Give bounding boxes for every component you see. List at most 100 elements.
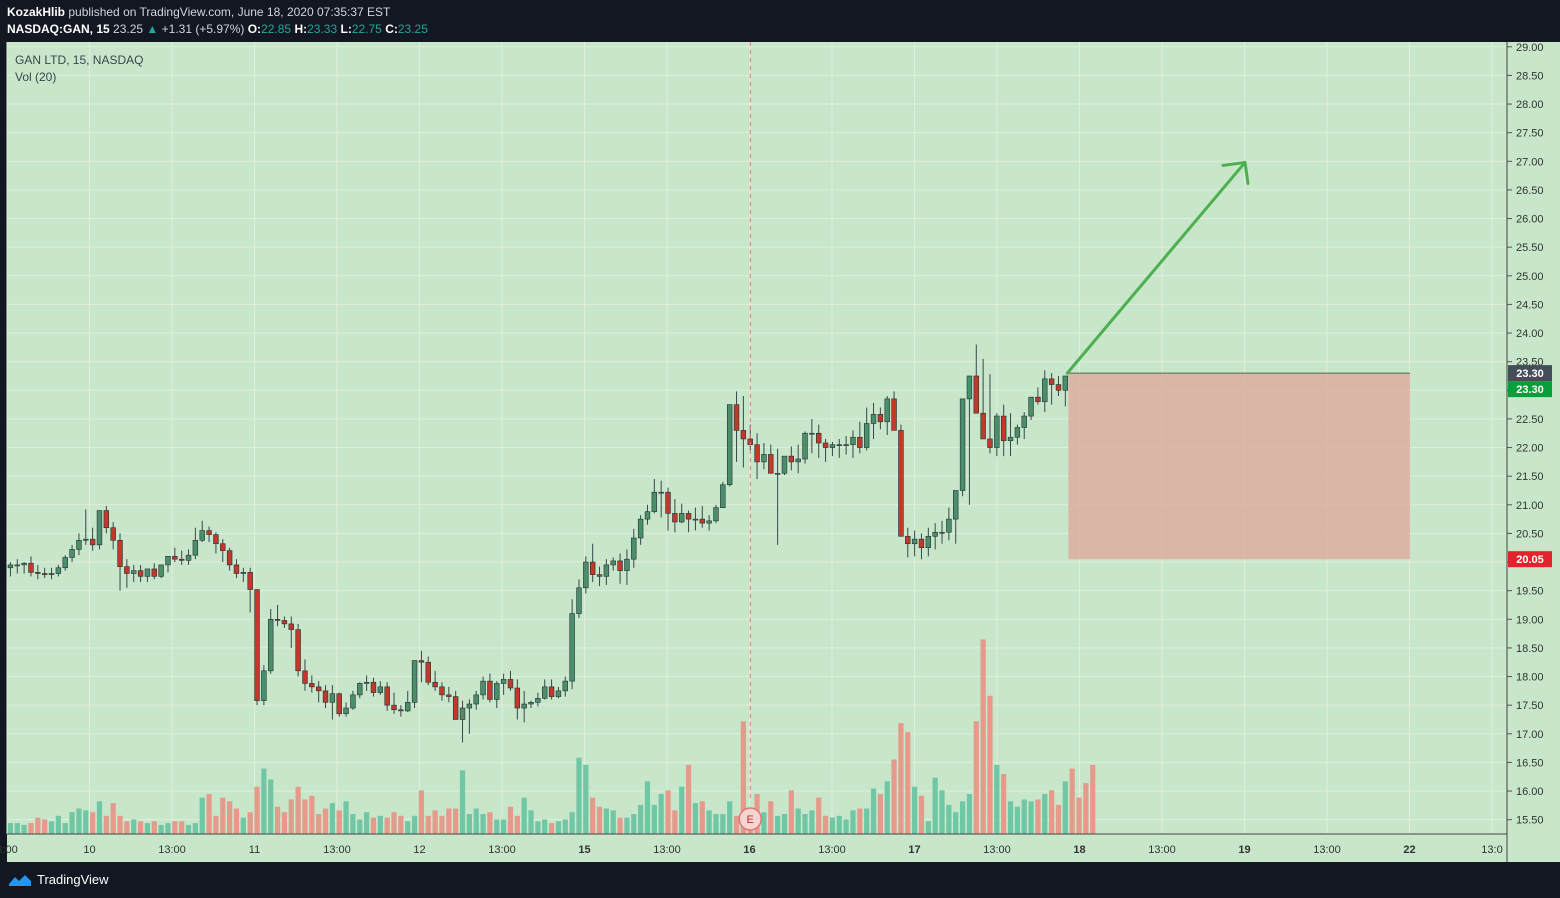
- candle: [391, 692, 397, 714]
- volume-bar: [398, 815, 404, 834]
- price-axis[interactable]: 15.50 16.00 16.50 17.00 17.50 18.00 18.50 19.00…: [1506, 42, 1552, 862]
- publish-header: KozakHlib published on TradingView.com, …: [0, 0, 1560, 42]
- candle-body: [357, 683, 363, 696]
- candle-body: [966, 375, 973, 400]
- volume-bar: [288, 799, 294, 834]
- candle-body: [206, 530, 212, 535]
- candle-body: [110, 527, 116, 541]
- candle: [617, 553, 623, 584]
- volume-bar: [583, 764, 589, 834]
- volume-bars: [7, 639, 1096, 834]
- candle: [726, 404, 733, 487]
- candle-body: [41, 573, 48, 575]
- candle: [41, 567, 48, 579]
- candle: [418, 650, 425, 683]
- volume-bar: [473, 808, 479, 834]
- candle-body: [953, 490, 959, 520]
- time-tick-label: 18: [1073, 844, 1085, 856]
- time-tick-label: 12: [413, 844, 425, 856]
- candle: [528, 700, 534, 709]
- candle: [110, 521, 116, 550]
- candle: [542, 679, 548, 700]
- target-arrow-head: [1221, 160, 1250, 185]
- candle-body: [918, 538, 925, 549]
- candle-body: [432, 681, 438, 688]
- candle: [89, 527, 96, 551]
- volume-bar: [1076, 797, 1082, 834]
- volume-bar: [302, 799, 308, 834]
- candle: [329, 685, 336, 720]
- volume-bar: [953, 812, 959, 834]
- author-name[interactable]: KozakHlib: [7, 5, 66, 19]
- candle-body: [637, 518, 644, 539]
- chart-container[interactable]: E 15.50 16.00 16.50 17.00 17.50 18.00 18.50 19.…: [0, 42, 1560, 862]
- time-tick-label: 13:00: [1148, 844, 1176, 856]
- candle-body: [589, 561, 596, 575]
- volume-bar: [651, 804, 657, 834]
- candle: [836, 438, 842, 458]
- candle-body: [672, 513, 678, 523]
- volume-bar: [295, 786, 301, 834]
- candle-body: [418, 660, 425, 663]
- quote-line: NASDAQ:GAN, 15 23.25 ▲ +1.31 (+5.97%) O:…: [7, 22, 428, 36]
- candle-body: [644, 511, 651, 520]
- candle-body: [165, 556, 171, 566]
- candle-body: [576, 587, 582, 614]
- earnings-marker: [738, 807, 762, 831]
- candle: [795, 444, 801, 474]
- candle-body: [720, 484, 726, 508]
- volume-bar: [590, 797, 596, 834]
- candle: [699, 505, 705, 528]
- candle-body: [870, 414, 877, 424]
- volume-bar: [158, 824, 164, 834]
- candle: [788, 446, 795, 471]
- candle-body: [240, 572, 247, 574]
- volume-bar: [1062, 781, 1068, 834]
- volume-bar: [1035, 799, 1041, 834]
- candle-body: [740, 430, 747, 440]
- volume-bar: [48, 821, 55, 834]
- candle-body: [699, 518, 705, 524]
- target-arrow-shaft: [1065, 160, 1247, 375]
- candle: [884, 396, 890, 435]
- volume-bar: [110, 803, 116, 834]
- candle: [987, 374, 993, 454]
- candle: [713, 504, 719, 524]
- candle: [439, 682, 445, 701]
- volume-bar: [1069, 768, 1075, 834]
- candle: [213, 532, 219, 554]
- volume-bar: [487, 812, 493, 834]
- volume-bar: [631, 814, 637, 834]
- drawings[interactable]: E: [738, 42, 1250, 831]
- candle-body: [1048, 378, 1055, 385]
- candle: [446, 686, 452, 703]
- volume-bar: [131, 819, 137, 834]
- volume-bar: [309, 795, 315, 834]
- candle: [206, 526, 212, 543]
- price-tick-label: 24.00: [1516, 328, 1544, 340]
- candle: [432, 670, 438, 691]
- bottom-axis-background: [7, 834, 1507, 862]
- candle: [1048, 373, 1055, 405]
- volume-bar: [357, 819, 363, 834]
- candle-body: [877, 414, 884, 423]
- candle-body: [521, 703, 527, 709]
- candle-body: [322, 690, 329, 703]
- candle-body: [103, 510, 110, 528]
- volume-bar: [507, 806, 514, 834]
- volume-bar: [480, 814, 486, 834]
- volume-bar: [535, 821, 541, 834]
- price-tick-label: 15.50: [1516, 815, 1544, 827]
- price-tick-label: 16.00: [1516, 786, 1544, 798]
- candle: [233, 559, 240, 579]
- volume-bar: [28, 823, 34, 834]
- brand[interactable]: TradingView: [8, 872, 109, 887]
- candlestick-chart[interactable]: E 15.50 16.00 16.50 17.00 17.50 18.00 18.50 19.…: [0, 42, 1560, 862]
- candle-body: [178, 558, 185, 561]
- candle-body: [405, 702, 411, 712]
- candle: [720, 481, 726, 508]
- candle: [83, 509, 89, 545]
- volume-bar: [809, 810, 815, 834]
- time-axis[interactable]: 3:00 10 13:00 11 13:00 12 13:00 15 13:00 16 13:00 1…: [0, 833, 1507, 856]
- volume-bar: [658, 794, 664, 834]
